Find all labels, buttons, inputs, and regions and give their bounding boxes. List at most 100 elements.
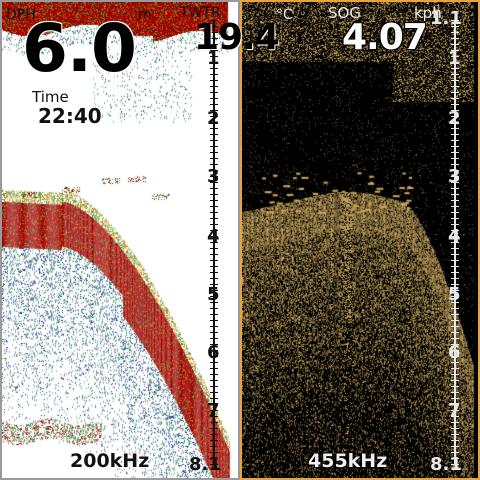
scale-tick	[210, 152, 218, 153]
scale-tick	[451, 344, 459, 345]
downscan-returns-canvas	[242, 2, 478, 478]
scale-tick	[210, 440, 218, 441]
scale-tick	[451, 92, 459, 93]
scale-tick	[210, 320, 218, 321]
scale-tick	[210, 308, 218, 309]
scale-tick	[210, 62, 218, 63]
scale-tick	[210, 32, 218, 33]
scale-tick	[451, 170, 459, 171]
scale-tick	[210, 26, 218, 27]
scale-tick	[451, 464, 459, 465]
scale-tick	[210, 38, 218, 39]
scale-tick	[451, 338, 459, 339]
scale-tick	[451, 188, 459, 189]
scale-tick	[451, 140, 459, 141]
scale-tick	[210, 266, 218, 267]
scale-tick	[210, 272, 218, 273]
scale-tick	[210, 356, 218, 357]
scale-tick	[210, 314, 218, 315]
scale-tick	[210, 158, 218, 159]
scale-tick	[451, 452, 459, 453]
scale-tick	[451, 176, 459, 177]
scale-tick	[210, 92, 218, 93]
scale-depth-number: 2	[207, 108, 220, 129]
sonar-200khz-pane[interactable]: DPH m 6.0 Time 22:40 200kHz 1 2 3 4 5 6 7 8.1	[0, 0, 240, 480]
scale-tick	[451, 116, 459, 117]
scale-tick	[451, 410, 459, 411]
scale-tick	[210, 212, 218, 213]
scale-tick	[451, 440, 459, 441]
scale-tick	[210, 386, 218, 387]
scale-tick	[210, 338, 218, 339]
scale-depth-number: 2	[448, 108, 461, 129]
scale-tick	[451, 62, 459, 63]
scale-tick	[451, 50, 459, 51]
scale-tick	[210, 392, 218, 393]
scale-tick	[210, 296, 218, 297]
scale-tick	[210, 80, 218, 81]
scale-tick	[451, 74, 459, 75]
scale-tick	[210, 56, 218, 57]
scale-tick	[210, 260, 218, 261]
scale-tick	[451, 332, 459, 333]
scale-tick	[210, 116, 218, 117]
scale-tick	[451, 446, 459, 447]
scale-tick	[210, 404, 218, 405]
scale-depth-number: 1	[207, 48, 220, 69]
scale-tick	[210, 20, 218, 21]
scale-depth-number: 8.1	[189, 454, 221, 475]
scale-tick	[451, 230, 459, 231]
scale-tick	[451, 158, 459, 159]
scale-depth-number: 4	[448, 226, 461, 247]
scale-tick	[210, 122, 218, 123]
scale-depth-number: 4	[207, 226, 220, 247]
sog-unit: kph	[414, 4, 442, 22]
scale-tick	[210, 74, 218, 75]
scale-tick	[451, 404, 459, 405]
sonar-returns-canvas	[2, 2, 238, 478]
downscan-455khz-pane[interactable]: °C SOG kph 4.07 455kHz 1.1 1 2 3 4 5 6 7 8.1	[240, 0, 480, 480]
scale-tick	[451, 296, 459, 297]
temp-unit: °C	[276, 7, 293, 23]
scale-tick	[451, 164, 459, 165]
scale-tick	[451, 392, 459, 393]
scale-tick	[210, 380, 218, 381]
scale-depth-number: 3	[448, 166, 461, 187]
scale-tick	[210, 458, 218, 459]
scale-tick	[451, 434, 459, 435]
time-label: Time	[32, 88, 69, 106]
scale-tick	[451, 422, 459, 423]
scale-tick	[210, 452, 218, 453]
depth-unit: m	[138, 7, 152, 23]
scale-tick	[451, 356, 459, 357]
scale-tick	[210, 242, 218, 243]
scale-tick	[451, 218, 459, 219]
scale-tick	[210, 350, 218, 351]
scale-tick	[451, 194, 459, 195]
scale-tick	[451, 290, 459, 291]
scale-tick	[210, 368, 218, 369]
scale-tick	[210, 194, 218, 195]
scale-tick	[210, 176, 218, 177]
scale-tick	[451, 152, 459, 153]
scale-tick	[451, 242, 459, 243]
scale-tick	[451, 98, 459, 99]
scale-tick	[210, 86, 218, 87]
scale-depth-number: 6	[448, 342, 461, 363]
scale-tick	[210, 410, 218, 411]
scale-tick	[210, 50, 218, 51]
scale-tick	[210, 146, 218, 147]
scale-tick	[451, 86, 459, 87]
scale-depth-number: 5	[207, 284, 220, 305]
scale-depth-number: 5	[448, 284, 461, 305]
scale-tick	[210, 110, 218, 111]
scale-tick	[451, 284, 459, 285]
scale-depth-number: 3	[207, 166, 220, 187]
scale-tick	[210, 170, 218, 171]
scale-tick	[451, 26, 459, 27]
scale-tick	[451, 272, 459, 273]
scale-tick	[451, 308, 459, 309]
scale-depth-number: 1	[448, 48, 461, 69]
scale-tick	[451, 32, 459, 33]
scale-tick	[210, 302, 218, 303]
